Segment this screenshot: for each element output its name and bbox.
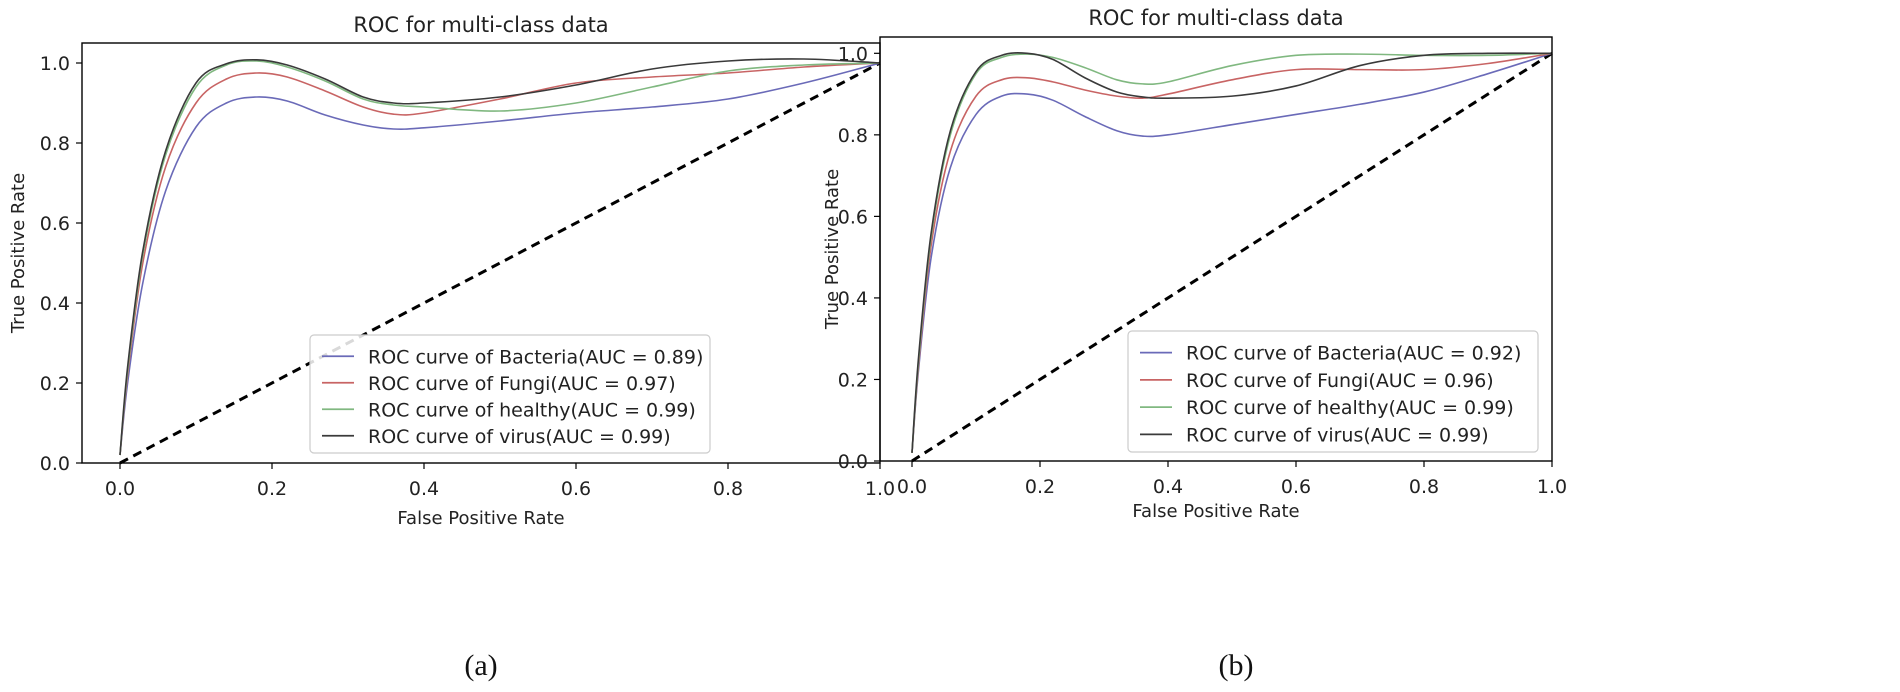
- panel-caption: (b): [1219, 649, 1254, 682]
- y-tick-label: 0.0: [838, 451, 868, 473]
- x-axis-label: False Positive Rate: [397, 508, 564, 529]
- y-tick-label: 0.4: [838, 288, 868, 310]
- x-tick-label: 0.6: [1281, 476, 1311, 498]
- chance-diagonal-line: [119, 61, 881, 465]
- chart-panel-a: ROC for multi-class data 0.0 0.2 0.4 0.6 0.8 1…: [8, 13, 895, 682]
- y-tick-label: 0.6: [838, 206, 868, 228]
- roc-series-line-3: [119, 58, 880, 456]
- y-tick-label: 0.2: [40, 373, 70, 395]
- y-axis-label: True Positive Rate: [8, 173, 29, 334]
- legend-entry: ROC curve of Bacteria(AUC = 0.89): [368, 346, 703, 368]
- legend-entry: ROC curve of Fungi(AUC = 0.97): [368, 373, 676, 395]
- y-tick-label: 0.0: [40, 453, 70, 475]
- chance-diagonal-line: [911, 52, 1553, 463]
- x-axis-label: False Positive Rate: [1132, 501, 1299, 522]
- legend-box: [309, 334, 711, 454]
- legend-entry: ROC curve of Fungi(AUC = 0.96): [1186, 370, 1494, 392]
- chart-title: ROC for multi-class data: [1088, 6, 1343, 30]
- y-tick-label: 1.0: [40, 53, 70, 75]
- y-tick-label: 0.4: [40, 293, 70, 315]
- legend-box: [1127, 330, 1539, 453]
- plot-frame: [879, 36, 1553, 462]
- legend-entry: ROC curve of healthy(AUC = 0.99): [1186, 397, 1514, 419]
- chart-panel-b: ROC for multi-class data 0.0 0.2 0.4 0.6 0.8 1…: [822, 6, 1567, 682]
- roc-series-line-0: [911, 52, 1552, 453]
- y-tick-label: 0.6: [40, 213, 70, 235]
- roc-series-line-1: [911, 52, 1552, 453]
- legend: ROC curve of Bacteria(AUC = 0.89) ROC cur…: [309, 334, 711, 454]
- x-tick-label: 0.4: [1153, 476, 1183, 498]
- x-tick-label: 1.0: [865, 478, 895, 500]
- x-tick-label: 0.6: [561, 478, 591, 500]
- y-axis-label: True Positive Rate: [822, 169, 843, 330]
- y-tick-label: 0.8: [838, 125, 868, 147]
- x-tick-label: 0.2: [1025, 476, 1055, 498]
- legend-entry: ROC curve of virus(AUC = 0.99): [1186, 424, 1489, 446]
- x-tick-label: 0.2: [257, 478, 287, 500]
- x-tick-label: 0.4: [409, 478, 439, 500]
- roc-series-line-1: [119, 62, 880, 456]
- x-tick-label: 1.0: [1537, 476, 1567, 498]
- x-tick-label: 0.0: [897, 476, 927, 498]
- roc-series-line-2: [119, 60, 880, 456]
- legend-entry: ROC curve of Bacteria(AUC = 0.92): [1186, 343, 1521, 365]
- roc-series-line-0: [119, 62, 880, 456]
- chart-title: ROC for multi-class data: [353, 13, 608, 37]
- y-tick-label: 0.2: [838, 369, 868, 391]
- x-tick-label: 0.8: [1409, 476, 1439, 498]
- legend-entry: ROC curve of virus(AUC = 0.99): [368, 426, 671, 448]
- panel-caption: (a): [464, 649, 497, 682]
- legend: ROC curve of Bacteria(AUC = 0.92) ROC cur…: [1127, 330, 1539, 453]
- y-tick-label: 1.0: [838, 43, 868, 65]
- x-tick-label: 0.8: [713, 478, 743, 500]
- y-tick-label: 0.8: [40, 133, 70, 155]
- roc-series-line-3: [911, 52, 1552, 453]
- x-tick-label: 0.0: [105, 478, 135, 500]
- legend-entry: ROC curve of healthy(AUC = 0.99): [368, 399, 696, 421]
